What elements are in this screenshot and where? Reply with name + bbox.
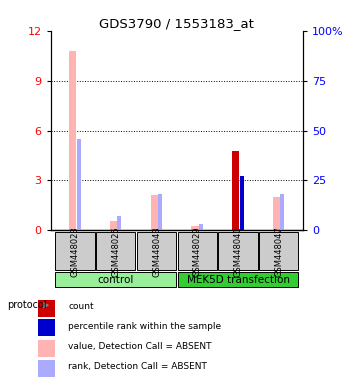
Text: GSM448047: GSM448047 <box>274 226 283 277</box>
Text: MEK5D transfection: MEK5D transfection <box>187 275 290 285</box>
Bar <box>273 197 280 230</box>
Bar <box>110 221 117 230</box>
Bar <box>178 272 298 287</box>
Bar <box>56 232 95 270</box>
Bar <box>280 194 284 230</box>
Bar <box>232 151 239 230</box>
Text: GSM448043: GSM448043 <box>152 226 161 277</box>
Text: value, Detection Call = ABSENT: value, Detection Call = ABSENT <box>69 342 212 351</box>
Bar <box>178 232 217 270</box>
Bar <box>96 232 135 270</box>
Text: GSM448041: GSM448041 <box>234 226 243 277</box>
Bar <box>137 232 176 270</box>
Text: protocol: protocol <box>7 300 47 310</box>
Text: GSM448023: GSM448023 <box>70 226 79 277</box>
Bar <box>191 226 199 230</box>
Bar <box>38 360 56 377</box>
Text: GSM448025: GSM448025 <box>111 226 120 277</box>
Text: percentile rank within the sample: percentile rank within the sample <box>69 321 222 331</box>
Text: rank, Detection Call = ABSENT: rank, Detection Call = ABSENT <box>69 362 207 371</box>
Text: count: count <box>69 302 94 311</box>
Bar <box>117 217 121 230</box>
Title: GDS3790 / 1553183_at: GDS3790 / 1553183_at <box>99 17 255 30</box>
Bar <box>240 177 244 230</box>
Text: control: control <box>97 275 134 285</box>
Bar <box>158 194 162 230</box>
Bar <box>199 224 203 230</box>
Bar <box>38 300 56 317</box>
Text: GSM448029: GSM448029 <box>193 226 202 277</box>
Bar <box>259 232 298 270</box>
Bar <box>38 319 56 336</box>
Bar <box>38 339 56 356</box>
Bar <box>151 195 158 230</box>
Bar <box>218 232 258 270</box>
Bar <box>56 272 176 287</box>
Bar <box>69 51 77 230</box>
Bar <box>77 139 81 230</box>
